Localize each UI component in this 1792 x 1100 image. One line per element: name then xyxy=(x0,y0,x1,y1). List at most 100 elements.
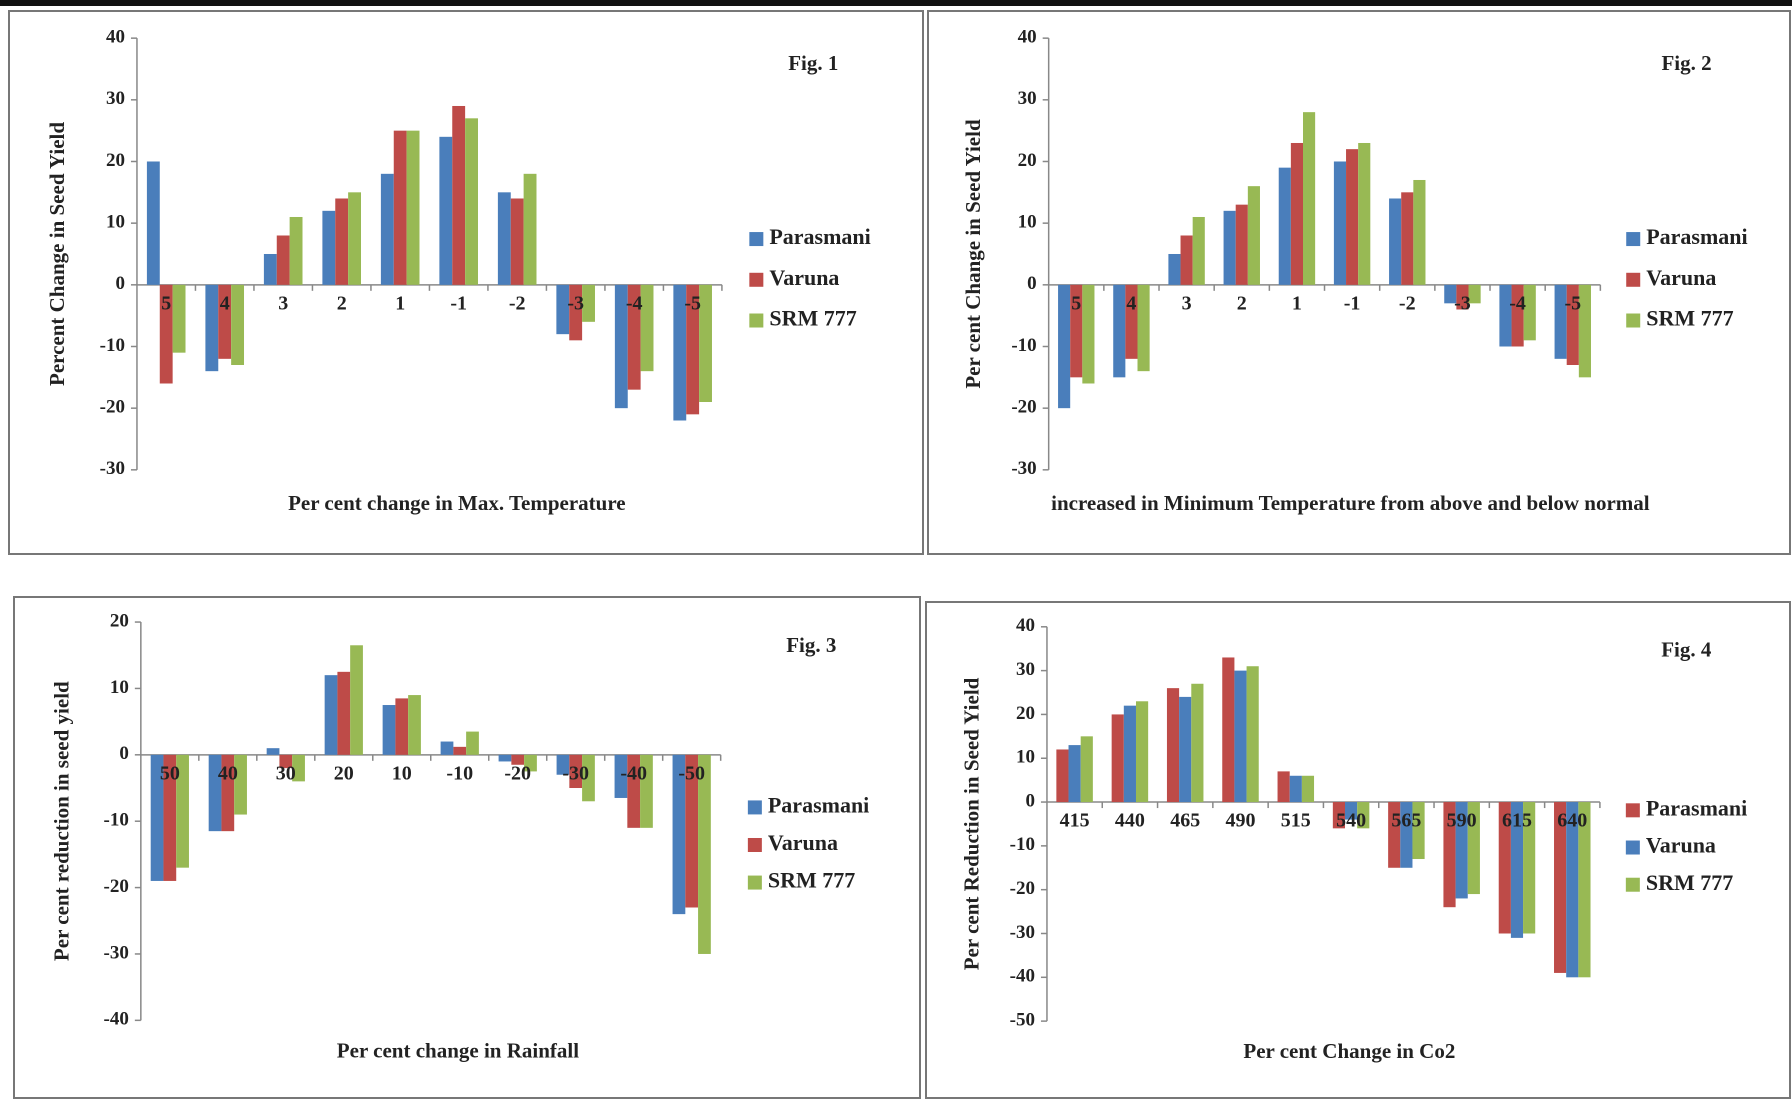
bar xyxy=(556,754,570,775)
legend-label: Parasmani xyxy=(1646,795,1747,820)
x-tick-label: 440 xyxy=(1115,810,1145,832)
bar xyxy=(698,754,711,954)
y-tick-label: -40 xyxy=(1010,966,1035,987)
bar xyxy=(1510,802,1524,938)
bar xyxy=(1357,802,1370,829)
legend-swatch xyxy=(1626,232,1641,247)
bar xyxy=(380,173,394,285)
bar xyxy=(234,754,247,815)
bar xyxy=(673,284,687,421)
top-rule xyxy=(0,0,1792,6)
bar xyxy=(1247,186,1260,285)
y-tick-label: 20 xyxy=(106,150,125,171)
bar xyxy=(150,754,164,881)
y-tick-label: 10 xyxy=(106,212,125,233)
bar xyxy=(1289,775,1302,803)
bar xyxy=(324,675,338,755)
y-tick-label: 0 xyxy=(119,743,129,764)
bar xyxy=(1277,771,1290,803)
legend-swatch xyxy=(1625,877,1640,892)
x-tick-label: -1 xyxy=(450,292,467,314)
legend-swatch xyxy=(749,313,764,328)
bar xyxy=(465,118,478,285)
y-tick-label: -20 xyxy=(104,876,129,897)
y-tick-label: 40 xyxy=(1018,27,1037,48)
bar xyxy=(1443,802,1456,908)
bar xyxy=(1168,253,1181,285)
bar xyxy=(1058,284,1071,409)
bar xyxy=(1191,683,1204,803)
bar xyxy=(231,284,245,365)
bar xyxy=(1523,802,1536,934)
bar xyxy=(1467,802,1480,895)
bar xyxy=(1455,802,1468,899)
y-tick-label: 30 xyxy=(1016,659,1035,680)
bar xyxy=(686,284,700,415)
bar xyxy=(1389,198,1402,285)
legend-swatch xyxy=(747,800,762,815)
bar xyxy=(1113,284,1126,378)
x-axis-label: Per cent change in Max. Temperature xyxy=(288,491,626,515)
bar xyxy=(582,754,595,802)
bar xyxy=(1401,192,1414,285)
y-tick-label: -10 xyxy=(100,335,125,356)
bar xyxy=(498,754,512,762)
panel-border xyxy=(925,601,1791,1099)
bar xyxy=(1223,210,1236,285)
bar xyxy=(1222,657,1235,803)
y-tick-label: -20 xyxy=(1010,878,1035,899)
x-tick-label: -20 xyxy=(504,762,531,784)
legend-swatch xyxy=(747,837,762,852)
x-tick-label: -5 xyxy=(684,292,701,314)
bar xyxy=(523,173,537,285)
y-tick-label: -50 xyxy=(1010,1009,1035,1030)
bar xyxy=(640,284,654,372)
x-tick-label: 20 xyxy=(334,762,354,784)
x-tick-label: 1 xyxy=(1292,292,1302,314)
y-tick-label: 10 xyxy=(1018,212,1037,233)
bar xyxy=(1192,216,1205,285)
bar xyxy=(1468,284,1481,304)
y-tick-label: 30 xyxy=(106,88,125,109)
bar xyxy=(1278,167,1291,285)
y-axis-label: Percent Change in Seed Yield xyxy=(45,122,69,386)
y-tick-label: 30 xyxy=(1018,88,1037,109)
bar xyxy=(1111,714,1124,803)
bar xyxy=(511,754,525,765)
y-tick-label: 20 xyxy=(1018,150,1037,171)
chart-panel: -30 -20 -10 0 10 20 30 40 5 4 3 2 1 -1 -2 -3 -4 -5 Fig. 1 P… xyxy=(8,10,924,555)
y-tick-label: -30 xyxy=(1010,922,1035,943)
y-tick-label: -10 xyxy=(104,810,129,831)
bar xyxy=(627,754,641,828)
bar xyxy=(1179,696,1192,803)
bar xyxy=(1135,701,1149,803)
x-tick-label: -40 xyxy=(620,762,647,784)
bar xyxy=(1333,161,1347,285)
bar xyxy=(408,695,421,755)
bar xyxy=(1444,284,1457,304)
bar xyxy=(569,754,583,789)
bar xyxy=(1235,204,1248,285)
bar xyxy=(1123,705,1136,803)
y-tick-label: 20 xyxy=(110,610,129,631)
x-tick-label: 50 xyxy=(160,762,180,784)
bar xyxy=(672,754,686,915)
bar xyxy=(1554,802,1567,973)
x-tick-label: 415 xyxy=(1060,810,1090,832)
bar xyxy=(1566,284,1579,365)
y-tick-label: 0 xyxy=(1027,273,1037,294)
legend-label: Parasmani xyxy=(1646,224,1747,249)
bar xyxy=(1137,284,1150,372)
legend-swatch xyxy=(1626,313,1641,328)
bar xyxy=(614,754,628,798)
bar xyxy=(395,698,409,755)
y-tick-label: 40 xyxy=(1016,615,1035,636)
y-tick-label: -10 xyxy=(1010,834,1035,855)
bar xyxy=(1125,284,1138,359)
x-tick-label: 2 xyxy=(337,292,347,314)
bar xyxy=(1346,149,1359,285)
bar xyxy=(466,731,479,755)
bar xyxy=(337,671,351,755)
x-tick-label: -2 xyxy=(509,292,526,314)
legend-swatch xyxy=(749,232,764,247)
